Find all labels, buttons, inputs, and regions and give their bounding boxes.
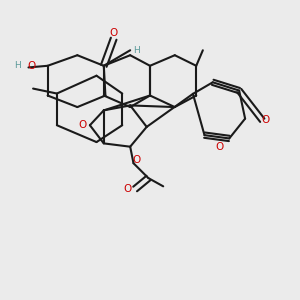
Text: O: O	[27, 61, 35, 71]
Text: O: O	[261, 115, 269, 125]
Text: H: H	[14, 61, 21, 70]
Text: O: O	[132, 155, 141, 165]
Text: H: H	[133, 46, 140, 55]
Text: O: O	[124, 184, 132, 194]
Text: O: O	[215, 142, 224, 152]
Text: O: O	[110, 28, 118, 38]
Text: O: O	[78, 120, 87, 130]
